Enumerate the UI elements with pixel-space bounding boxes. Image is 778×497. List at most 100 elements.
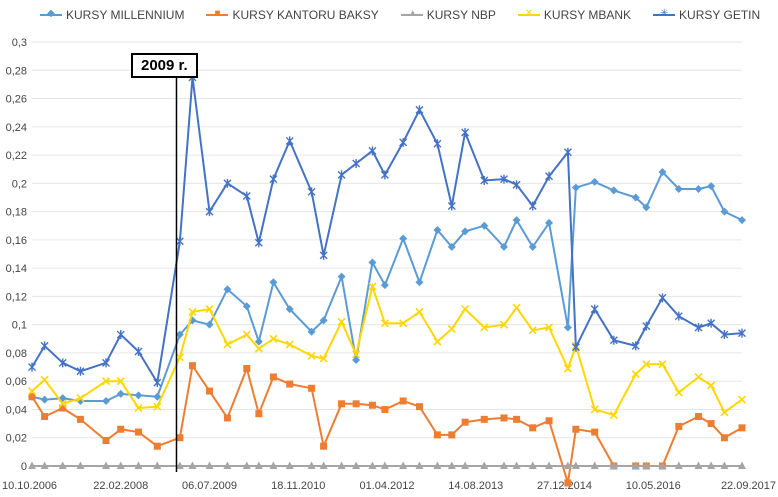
legend-item: ✳ KURSY GETIN xyxy=(653,8,760,22)
data-point xyxy=(242,461,251,469)
data-point xyxy=(135,428,142,436)
data-point xyxy=(176,434,184,442)
data-point xyxy=(153,402,162,411)
data-point xyxy=(415,278,424,287)
data-point xyxy=(658,168,667,177)
data-point xyxy=(480,323,489,332)
data-point xyxy=(319,461,328,469)
data-point xyxy=(720,408,729,417)
data-point xyxy=(707,381,716,390)
data-point xyxy=(285,305,294,314)
data-point xyxy=(447,461,456,469)
data-point xyxy=(40,461,49,469)
data-point xyxy=(76,366,85,376)
data-point xyxy=(337,170,346,180)
data-point xyxy=(609,186,618,195)
data-point xyxy=(674,461,683,469)
data-point xyxy=(448,431,456,439)
data-point xyxy=(512,461,521,469)
data-point xyxy=(433,461,442,469)
legend-label: KURSY NBP xyxy=(426,8,496,22)
y-tick-label: 0,1 xyxy=(12,320,27,332)
data-point xyxy=(399,234,408,243)
y-tick-label: 0,12 xyxy=(6,291,27,303)
data-point xyxy=(415,307,424,317)
data-point xyxy=(319,316,328,325)
y-tick-label: 0,06 xyxy=(6,376,27,388)
data-point xyxy=(205,207,214,217)
data-point xyxy=(307,461,316,469)
data-point xyxy=(269,278,278,287)
data-point xyxy=(658,461,667,469)
data-point xyxy=(368,258,377,267)
data-point xyxy=(102,461,111,469)
data-point xyxy=(563,461,572,469)
data-point xyxy=(447,242,456,251)
data-point xyxy=(499,320,509,329)
data-point xyxy=(513,415,521,423)
data-point xyxy=(480,221,489,230)
data-point xyxy=(368,461,377,469)
data-point xyxy=(153,378,162,388)
data-point xyxy=(254,344,263,353)
data-point xyxy=(461,127,470,137)
data-point xyxy=(188,461,197,469)
x-tick-label: 06.07.2009 xyxy=(182,480,237,492)
data-point xyxy=(337,461,346,469)
series-line xyxy=(31,282,743,417)
data-point xyxy=(27,387,37,396)
series-kursy-nbp xyxy=(28,461,746,469)
data-point xyxy=(707,182,716,191)
data-point xyxy=(286,380,294,388)
legend-label: KURSY MILLENNIUM xyxy=(66,8,185,22)
data-point xyxy=(254,238,263,248)
data-point xyxy=(658,360,667,369)
data-point xyxy=(338,400,346,408)
data-point xyxy=(545,417,553,425)
data-point xyxy=(41,413,49,421)
data-point xyxy=(243,364,251,372)
y-axis-ticks: 0 0,02 0,04 0,06 0,08 0,1 0,12 0,14 0,16 0,18 0,2 0… xyxy=(6,37,27,473)
data-point xyxy=(307,327,316,336)
x-tick-label: 18.11.2010 xyxy=(271,480,325,492)
data-point xyxy=(352,159,361,169)
data-point xyxy=(399,137,408,147)
data-point xyxy=(499,174,508,184)
data-point xyxy=(720,434,728,442)
data-point xyxy=(320,442,328,450)
data-point xyxy=(545,171,554,181)
data-point xyxy=(368,282,377,291)
data-point xyxy=(512,180,521,190)
series-kursy-millennium xyxy=(28,168,746,405)
data-point xyxy=(285,340,294,349)
y-tick-label: 0,3 xyxy=(12,37,27,49)
y-tick-label: 0 xyxy=(21,461,27,473)
data-point xyxy=(415,105,424,115)
data-point xyxy=(242,191,251,201)
data-point xyxy=(707,420,715,428)
data-point xyxy=(500,414,508,422)
series-kursy-mbank xyxy=(27,282,747,420)
data-point xyxy=(116,330,125,340)
data-point xyxy=(433,139,442,149)
data-point xyxy=(461,227,470,236)
data-point xyxy=(631,193,640,202)
data-point xyxy=(399,461,408,469)
data-point xyxy=(255,410,263,418)
data-point xyxy=(102,437,110,445)
data-point xyxy=(563,364,572,373)
data-point xyxy=(153,442,161,450)
y-tick-label: 0,22 xyxy=(6,150,27,162)
data-point xyxy=(380,461,389,469)
data-point xyxy=(591,428,599,436)
legend-item: ■ KURSY KANTORU BAKSY xyxy=(206,8,379,22)
data-point xyxy=(528,242,537,251)
data-point xyxy=(223,414,231,422)
data-point xyxy=(631,461,640,469)
x-tick-label: 10.10.2006 xyxy=(2,480,57,492)
data-point xyxy=(512,216,521,225)
legend-swatch: ■ xyxy=(206,9,229,19)
data-point xyxy=(433,431,441,439)
data-point xyxy=(308,384,316,392)
